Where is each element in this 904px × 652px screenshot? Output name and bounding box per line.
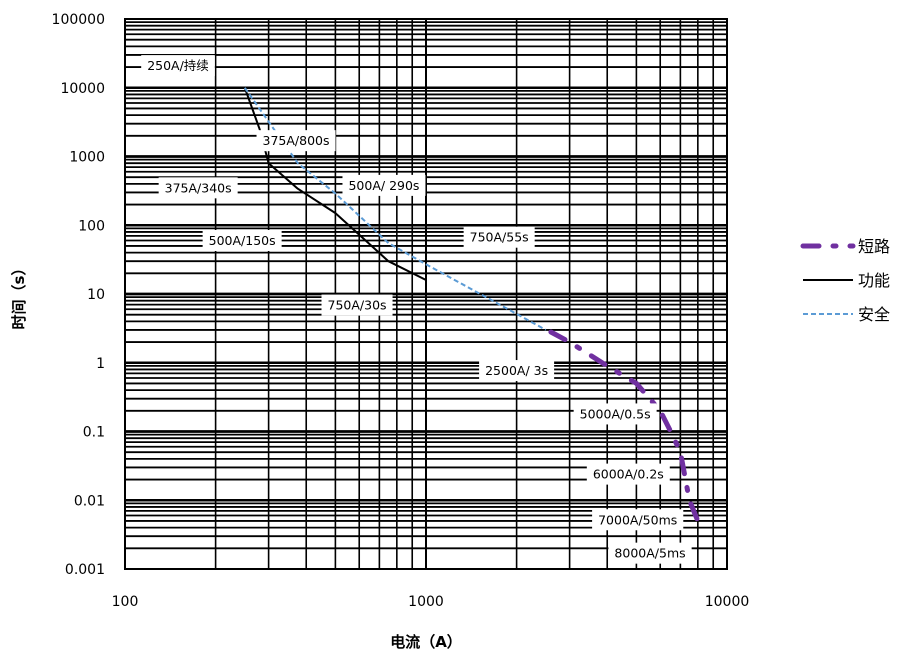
- annotation-bg: [342, 174, 426, 196]
- y-tick-label: 1000: [69, 150, 105, 166]
- annotation-label: 500A/ 290s: [348, 178, 419, 193]
- annotation-box: 750A/55s: [463, 226, 535, 248]
- annotation-bg: [141, 55, 215, 77]
- annotation-label: 375A/340s: [165, 180, 232, 195]
- annotation-box: 500A/150s: [202, 230, 282, 252]
- y-tick-label: 100000: [52, 12, 105, 28]
- legend-item: 功能: [803, 271, 890, 290]
- annotation-bg: [256, 130, 336, 152]
- y-tick-label: 10000: [60, 81, 105, 97]
- y-tick-label: 0.01: [74, 493, 105, 509]
- annotation-bg: [586, 463, 670, 485]
- annotation-box: 2500A/ 3s: [479, 360, 555, 382]
- legend-item: 安全: [803, 305, 890, 324]
- x-tick-label: 10000: [705, 594, 750, 610]
- annotation-box: 375A/340s: [158, 177, 238, 199]
- annotation-label: 500A/150s: [209, 233, 276, 248]
- annotation-box: 7000A/50ms: [592, 509, 684, 531]
- annotation-label: 375A/800s: [263, 133, 330, 148]
- annotation-box: 500A/ 290s: [342, 174, 426, 196]
- annotation-label: 6000A/0.2s: [593, 467, 664, 482]
- x-axis-title: 电流（A）: [390, 633, 462, 651]
- legend-label: 安全: [858, 305, 890, 324]
- annotation-label: 8000A/5ms: [614, 546, 685, 561]
- grid: [124, 18, 728, 570]
- legend-label: 短路: [858, 237, 890, 256]
- annotation-label: 2500A/ 3s: [485, 363, 548, 378]
- annotation-box: 750A/30s: [321, 294, 393, 316]
- annotation-box: 250A/持续: [141, 55, 215, 77]
- annotation-bg: [479, 360, 555, 382]
- annotation-bg: [573, 403, 657, 425]
- annotations: 250A/持续 375A/800s 375A/340s 500A/ 290s 500A/…: [141, 55, 692, 564]
- y-tick-label: 0.001: [65, 562, 105, 578]
- annotation-box: 5000A/0.5s: [573, 403, 657, 425]
- y-tick-label: 0.1: [83, 425, 105, 441]
- annotation-label: 750A/30s: [328, 298, 387, 313]
- y-axis-title: 时间（s）: [10, 261, 28, 330]
- legend-label: 功能: [858, 271, 890, 290]
- annotation-bg: [202, 230, 282, 252]
- annotation-bg: [592, 509, 684, 531]
- annotation-label: 7000A/50ms: [598, 512, 677, 527]
- annotation-bg: [158, 177, 238, 199]
- annotation-label: 750A/55s: [470, 230, 529, 245]
- legend-item: 短路: [800, 237, 890, 256]
- y-tick-label: 1: [96, 356, 105, 372]
- annotation-box: 375A/800s: [256, 130, 336, 152]
- annotation-label: 250A/持续: [147, 58, 209, 73]
- series-line-1: [243, 87, 427, 281]
- annotation-box: 8000A/5ms: [608, 542, 692, 564]
- annotation-bg: [608, 542, 692, 564]
- x-tick-label: 100: [112, 594, 139, 610]
- y-tick-label: 100: [78, 218, 105, 234]
- tick-labels: 0.001 0.01 0.1 1 10 100 1000 10000 100000 100 1000…: [52, 12, 750, 610]
- annotation-bg: [321, 294, 393, 316]
- annotation-bg: [463, 226, 535, 248]
- x-tick-label: 1000: [408, 594, 444, 610]
- annotation-label: 5000A/0.5s: [580, 406, 651, 421]
- y-tick-label: 10: [87, 287, 105, 303]
- annotation-box: 6000A/0.2s: [586, 463, 670, 485]
